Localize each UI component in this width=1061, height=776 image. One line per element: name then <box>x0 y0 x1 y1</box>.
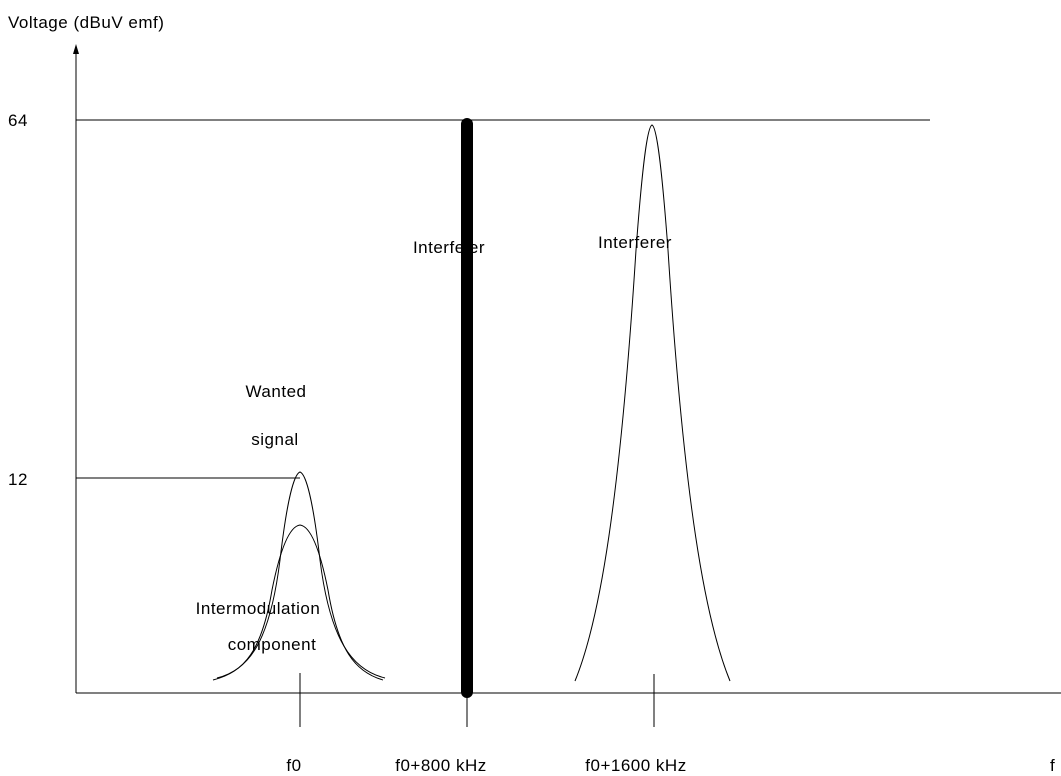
level-64-label: 64 <box>8 111 28 130</box>
freq-label-f0-800: f0+800 kHz <box>395 756 486 775</box>
wanted-signal-label-line2: signal <box>251 430 298 449</box>
y-axis-arrowhead <box>73 44 79 54</box>
y-axis-title: Voltage (dBuV emf) <box>8 13 164 32</box>
intermodulation-curve <box>212 524 384 681</box>
wanted-signal-curve <box>216 471 386 679</box>
x-axis-title: f <box>1050 756 1055 775</box>
level-12-label: 12 <box>8 470 28 489</box>
interferer-peak-label: Interferer <box>598 233 672 252</box>
wanted-signal-label-line1: Wanted <box>246 382 307 401</box>
interferer-bar-label: Interfeler <box>413 238 485 257</box>
freq-label-f0-1600: f0+1600 kHz <box>585 756 686 775</box>
interferer-peak-curve <box>574 124 731 682</box>
intermodulation-label-line1: Intermodulation <box>196 599 321 618</box>
intermodulation-label-line2: component <box>228 635 317 654</box>
freq-label-f0: f0 <box>286 756 301 775</box>
